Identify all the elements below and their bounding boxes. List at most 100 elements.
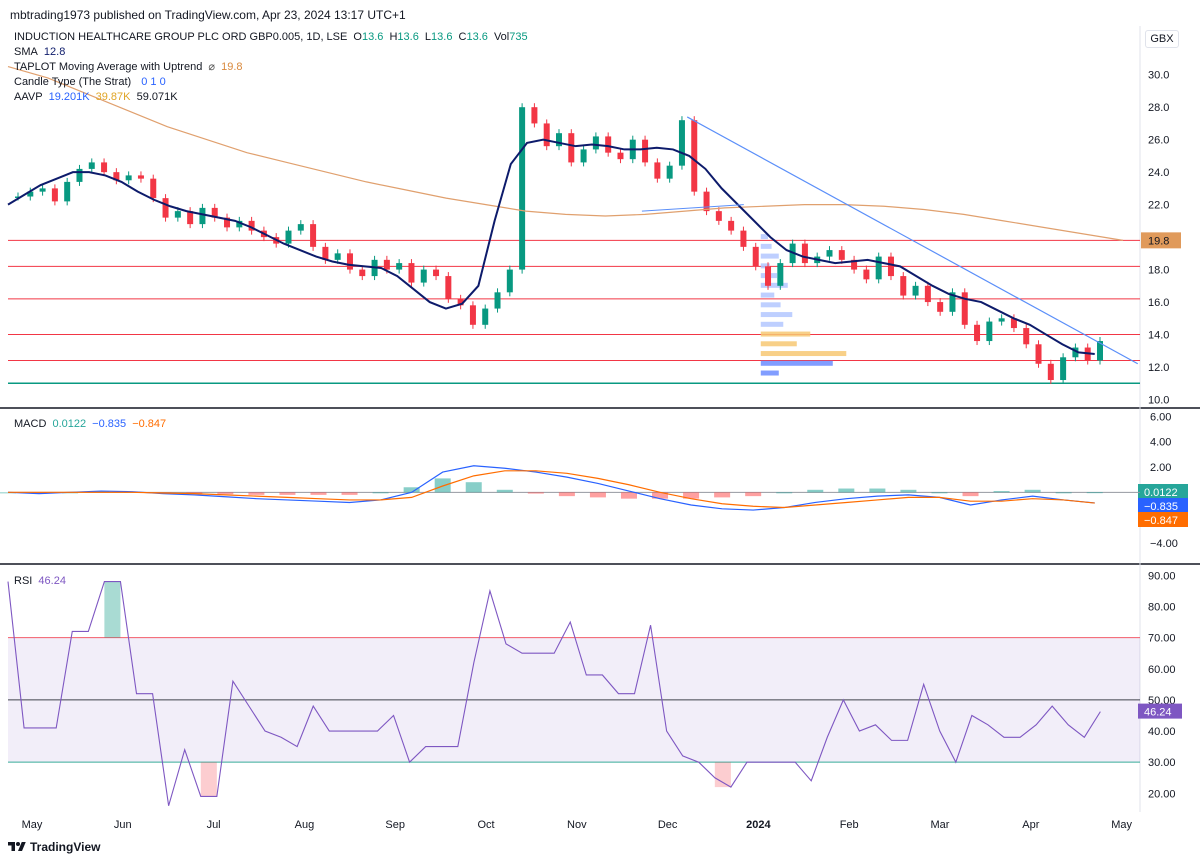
volume-value: 735	[509, 31, 528, 43]
candle-body	[383, 259, 390, 270]
candle-body	[396, 263, 403, 270]
candle-body	[1035, 344, 1042, 364]
rsi-value-badge	[1138, 703, 1182, 719]
candle-body	[777, 263, 784, 286]
aavp-legend[interactable]: AAVP 19.201K 39.87K 59.071K	[14, 90, 181, 104]
candle-body	[752, 246, 759, 267]
macd-histogram-bar	[465, 482, 482, 493]
candle-body	[961, 292, 968, 325]
macd-histogram-bar	[403, 487, 420, 493]
candle-body	[531, 107, 538, 124]
rsi-oversold-fill	[714, 762, 731, 788]
aavp-value-1: 19.201K	[48, 91, 90, 103]
candle-body	[654, 162, 661, 179]
strat-value: 0 1 0	[141, 76, 166, 88]
sma-legend[interactable]: SMA 12.8	[14, 45, 68, 59]
price-tick-label: 12.0	[1148, 362, 1169, 374]
rsi-legend[interactable]: RSI 46.24	[14, 574, 69, 588]
macd-histogram-bar	[310, 492, 327, 495]
rsi-tick-label: 20.00	[1148, 788, 1176, 800]
candle-body	[334, 253, 341, 260]
macd-line	[7, 465, 1095, 511]
time-tick-label: Jul	[207, 819, 221, 831]
candle-body	[482, 308, 489, 325]
strat-legend[interactable]: Candle Type (The Strat) 0 1 0	[14, 75, 169, 89]
candle-body	[297, 224, 304, 231]
macd-tick-label: 6.00	[1150, 411, 1171, 423]
price-tick-label: 28.0	[1148, 102, 1169, 114]
currency-button[interactable]: GBX	[1145, 30, 1179, 48]
macd-histogram-bar	[248, 492, 265, 495]
macd-histogram-bar	[776, 492, 793, 494]
candle-body	[39, 188, 46, 192]
taplot-value: 19.8	[221, 61, 243, 73]
rsi-tick-label: 90.00	[1148, 570, 1176, 582]
candle-body	[1010, 318, 1017, 329]
price-tick-label: 16.0	[1148, 297, 1169, 309]
candle-body	[568, 133, 575, 163]
time-tick-label: Jun	[114, 819, 132, 831]
price-tick-label: 26.0	[1148, 135, 1169, 147]
macd-badge-label: 0.0122	[1144, 487, 1178, 499]
candle-body	[900, 276, 907, 296]
volume-profile-bar	[760, 243, 772, 249]
volume-profile-bar	[760, 321, 784, 327]
time-tick-label: May	[22, 819, 43, 831]
macd-value-badge	[1138, 498, 1188, 513]
symbol-legend: INDUCTION HEALTHCARE GROUP PLC ORD GBP0.…	[14, 30, 531, 44]
macd-histogram-bar	[993, 491, 1010, 493]
candle-body	[64, 181, 71, 202]
sma-label: SMA	[14, 46, 38, 58]
price-tick-label: 10.0	[1148, 395, 1169, 407]
candle-body	[1060, 357, 1067, 381]
candle-body	[1023, 328, 1030, 345]
rsi-tick-label: 80.00	[1148, 601, 1176, 613]
volume-label: Vol	[493, 31, 510, 43]
candle-body	[1072, 347, 1079, 358]
candle-body	[27, 191, 34, 197]
trend-line-short	[641, 204, 744, 212]
macd-histogram-bar	[372, 492, 389, 494]
candle-body	[51, 188, 58, 202]
rsi-value: 46.24	[38, 575, 66, 587]
ma200-line	[7, 66, 1124, 241]
candle-body	[617, 152, 624, 160]
macd-legend[interactable]: MACD 0.0122 −0.835 −0.847	[14, 417, 169, 431]
candle-body	[826, 250, 833, 257]
macd-histogram-bar	[1086, 492, 1103, 494]
close-value: 13.6	[466, 31, 488, 43]
candle-body	[76, 168, 83, 182]
price-tick-label: 24.0	[1148, 167, 1169, 179]
macd-histogram-bar	[31, 492, 48, 494]
candle-body	[728, 220, 735, 231]
volume-profile-bar	[760, 234, 768, 240]
macd-histogram-bar	[279, 492, 296, 495]
candle-body	[346, 253, 353, 270]
macd-histogram-bar	[683, 492, 700, 499]
open-value: 13.6	[361, 31, 384, 43]
macd-histogram-bar	[1024, 489, 1041, 493]
candle-body	[236, 220, 243, 228]
candle-body	[974, 324, 981, 342]
macd-histogram-bar	[434, 478, 451, 493]
low-value: 13.6	[431, 31, 453, 43]
tradingview-brand: TradingView	[30, 840, 101, 854]
time-tick-label: 2024	[746, 819, 771, 831]
macd-histogram-bar	[807, 489, 824, 493]
volume-profile-bar	[760, 253, 779, 259]
candle-body	[642, 139, 649, 163]
candle-body	[592, 136, 599, 150]
volume-profile-bar	[760, 370, 779, 376]
volume-profile-bar	[760, 351, 847, 357]
candle-body	[125, 175, 132, 181]
volume-profile-bar	[760, 282, 788, 288]
macd-histogram-bar	[931, 492, 948, 494]
macd-histogram-bar	[869, 488, 886, 493]
high-value: 13.6	[397, 31, 419, 43]
candle-body	[322, 246, 329, 260]
tradingview-logo-icon	[8, 842, 26, 851]
taplot-legend[interactable]: TAPLOT Moving Average with Uptrend ⌀ 19.…	[14, 60, 246, 74]
taplot-label: TAPLOT Moving Average with Uptrend	[14, 61, 203, 73]
candle-body	[457, 298, 464, 306]
